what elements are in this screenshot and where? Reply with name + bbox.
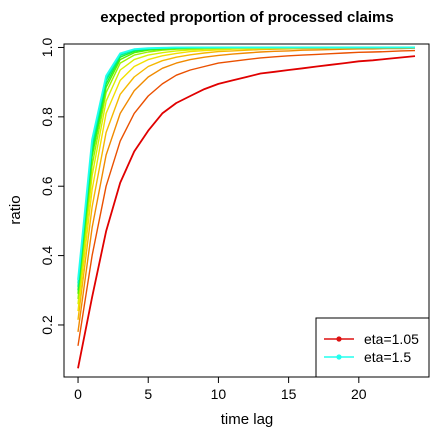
- series-layer: [77, 46, 416, 369]
- y-tick-label: 0.4: [39, 246, 55, 266]
- series-line-6: [77, 46, 415, 305]
- x-tick-label: 20: [351, 386, 367, 402]
- legend-label-eta-1-05: eta=1.05: [364, 331, 419, 347]
- chart-title: expected proportion of processed claims: [100, 9, 393, 26]
- y-tick-label: 0.8: [39, 107, 55, 127]
- x-tick-label: 0: [74, 386, 82, 402]
- series-line-12: [77, 46, 415, 280]
- x-tick-label: 5: [144, 386, 152, 402]
- y-axis-label: ratio: [7, 195, 24, 224]
- series-line-3: [77, 47, 416, 332]
- y-tick-label: 0.6: [39, 176, 55, 196]
- y-tick-label: 0.2: [39, 315, 55, 335]
- legend-box: [315, 317, 430, 378]
- series-line-5: [77, 46, 415, 312]
- y-tick-label: 1.0: [39, 38, 55, 58]
- x-tick-label: 10: [211, 386, 227, 402]
- legend-label-eta-1-5: eta=1.5: [364, 349, 411, 365]
- legend: eta=1.05 eta=1.5: [315, 317, 430, 378]
- x-tick-label: 15: [281, 386, 297, 402]
- y-axis: 0.2 0.4 0.6 0.8 1.0: [39, 38, 65, 335]
- x-axis: 0 5 10 15 20: [74, 376, 367, 402]
- series-line-1: [77, 55, 416, 369]
- series-line-4: [77, 46, 416, 320]
- legend-marker-eta-1-05: [336, 336, 342, 342]
- legend-marker-eta-1-5: [336, 354, 342, 360]
- x-axis-label: time lag: [221, 411, 274, 428]
- series-line-7: [77, 46, 415, 300]
- series-line-2: [77, 49, 416, 346]
